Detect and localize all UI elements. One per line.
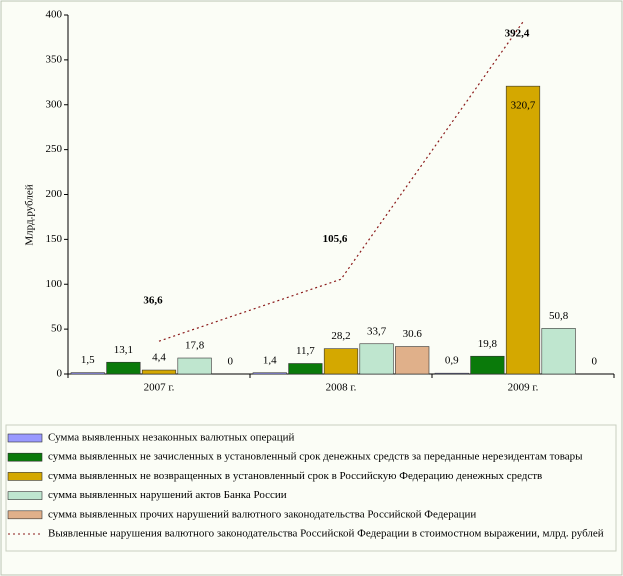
bar-value-label: 0 bbox=[227, 356, 233, 368]
bar bbox=[106, 361, 141, 375]
bar bbox=[323, 348, 359, 375]
bar bbox=[177, 357, 212, 375]
bar-value-label: 1,4 bbox=[263, 354, 277, 366]
x-tick-label: 2008 г. bbox=[326, 382, 357, 394]
y-tick-label: 250 bbox=[46, 143, 63, 155]
legend-label: сумма выявленных прочих нарушений валютн… bbox=[48, 508, 476, 520]
bar bbox=[434, 372, 469, 375]
legend-label: Сумма выявленных незаконных валютных опе… bbox=[48, 432, 295, 444]
bar-value-label: 28,2 bbox=[331, 330, 350, 342]
x-tick-label: 2009 г. bbox=[508, 382, 539, 394]
y-tick-label: 400 bbox=[46, 9, 63, 21]
bar bbox=[395, 346, 430, 375]
bar bbox=[359, 343, 394, 375]
bar bbox=[288, 363, 323, 375]
bar-value-label: 17,8 bbox=[185, 340, 205, 352]
bar-value-label: 4,4 bbox=[152, 352, 166, 364]
bar bbox=[70, 372, 105, 375]
legend-label: сумма выявленных не возвращенных в устан… bbox=[48, 470, 542, 482]
y-tick-label: 200 bbox=[46, 188, 63, 200]
legend-swatch bbox=[7, 472, 43, 481]
bar bbox=[252, 372, 287, 375]
legend-swatch bbox=[7, 433, 43, 443]
bar-value-label: 50,8 bbox=[549, 310, 569, 322]
legend-label: сумма выявленных не зачисленных в устано… bbox=[48, 451, 583, 463]
bar-value-label: 0,9 bbox=[445, 355, 459, 367]
bar-value-label: 33,7 bbox=[367, 325, 387, 337]
line-value-label: 392,4 bbox=[505, 27, 530, 39]
bar-value-label: 0 bbox=[591, 356, 597, 368]
bar-value-label: 1,5 bbox=[81, 354, 95, 366]
legend-box bbox=[5, 424, 617, 552]
legend-swatch bbox=[7, 510, 43, 520]
y-tick-label: 0 bbox=[57, 368, 63, 380]
line-value-label: 36,6 bbox=[143, 295, 163, 307]
bar-value-label: 320,7 bbox=[511, 100, 536, 112]
y-tick-label: 150 bbox=[46, 233, 63, 245]
y-tick-label: 50 bbox=[51, 323, 63, 335]
legend-swatch bbox=[7, 452, 43, 462]
bar-value-label: 30.6 bbox=[403, 328, 423, 340]
legend-swatch bbox=[7, 491, 43, 500]
y-tick-label: 350 bbox=[46, 53, 63, 65]
bar bbox=[470, 355, 505, 375]
bar bbox=[141, 369, 177, 375]
bar-value-label: 13,1 bbox=[114, 344, 133, 356]
legend-label: сумма выявленных нарушений актов Банка Р… bbox=[48, 489, 287, 501]
y-tick-label: 100 bbox=[46, 278, 63, 290]
y-tick-label: 300 bbox=[46, 98, 63, 110]
legend-label: Выявленные нарушения валютного законодат… bbox=[48, 528, 604, 540]
y-axis-label: Млрд.рублей bbox=[24, 184, 36, 245]
bar bbox=[505, 85, 541, 375]
bar-value-label: 19,8 bbox=[478, 338, 498, 350]
x-tick-label: 2007 г. bbox=[144, 382, 175, 394]
line-value-label: 105,6 bbox=[323, 233, 348, 245]
bar bbox=[541, 328, 576, 375]
bar-value-label: 11,7 bbox=[296, 345, 315, 357]
